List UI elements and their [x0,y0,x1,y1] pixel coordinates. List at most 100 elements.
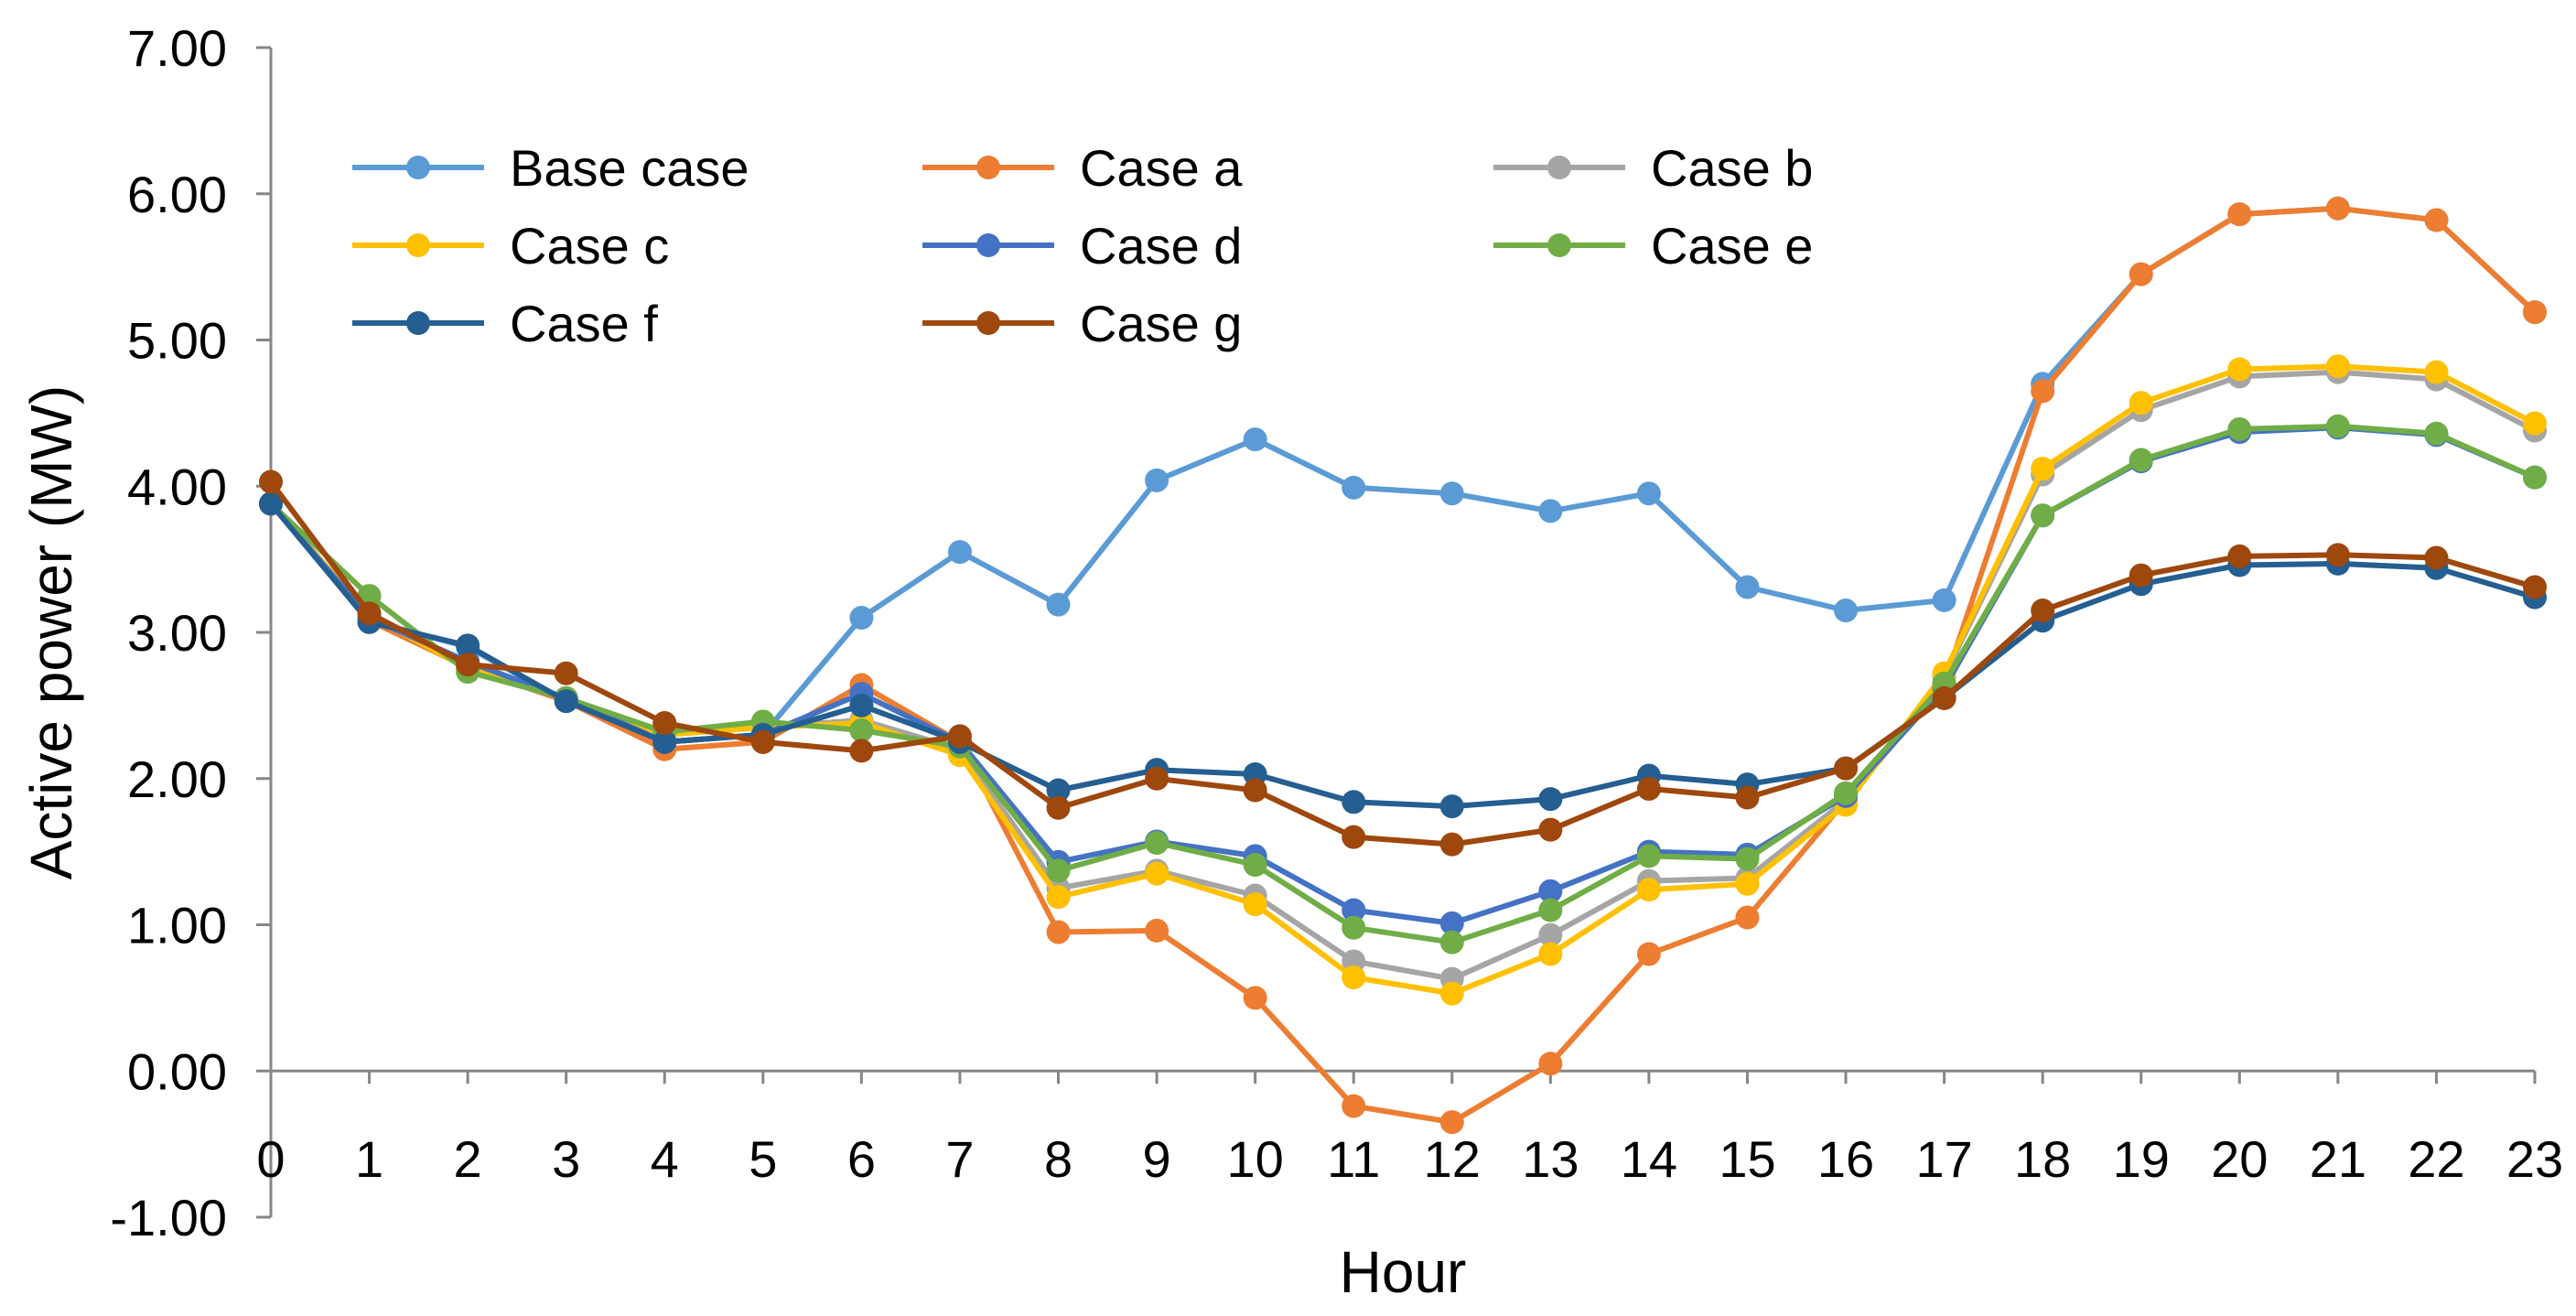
y-tick-label: -1.00 [110,1189,227,1246]
series-line-case-a [268,205,2538,1126]
x-tick-label: 6 [847,1130,876,1188]
legend-label: Case g [1080,295,1242,352]
data-point-case-e [2325,414,2350,438]
x-axis-title: Hour [1340,1239,1467,1305]
x-tick-label: 14 [1621,1130,1677,1188]
legend-label: Base case [510,139,749,197]
data-point-case-f [259,491,283,516]
legend-marker [976,311,1000,335]
data-point-case-e [2129,448,2153,472]
x-tick-label: 21 [2310,1130,2366,1188]
data-point-case-e [2523,465,2547,490]
data-point-case-c [2424,360,2449,384]
series-line-case-g [268,480,2536,847]
legend-marker [1547,156,1571,179]
data-point-case-d [1538,879,1563,903]
x-tick-label: 7 [945,1130,974,1188]
data-point-case-a [1046,920,1071,944]
data-point-case-g [357,601,382,626]
data-point-case-f [1538,787,1563,812]
legend-label: Case c [510,217,669,275]
series-case-g [259,469,2547,857]
y-tick-label: 3.00 [127,604,227,662]
data-point-case-e [1636,844,1661,868]
data-point-case-d [1342,898,1366,922]
data-point-case-g [849,739,874,763]
data-point-base-case [1538,499,1563,523]
data-point-case-c [1538,942,1563,966]
data-point-case-a [2129,262,2153,286]
data-point-case-g [1636,776,1661,801]
x-tick-label: 11 [1327,1130,1380,1188]
x-tick-label: 19 [2113,1130,2170,1188]
x-tick-label: 23 [2506,1130,2563,1188]
data-point-base-case [1439,481,1464,506]
y-tick-label: 2.00 [127,750,227,808]
series-base-case [259,196,2547,754]
legend-item-case-b: Case b [1493,139,1813,197]
data-point-case-g [1439,832,1464,857]
legend-label: Case f [510,295,658,352]
series-line-base-case [268,205,2538,745]
legend-item-case-a: Case a [922,139,1243,197]
data-point-base-case [1834,599,1859,623]
data-point-case-a [2031,379,2055,404]
x-tick-label: 3 [552,1130,580,1188]
x-tick-label: 8 [1044,1130,1072,1188]
x-tick-label: 2 [454,1130,482,1188]
data-point-case-c [1342,965,1366,990]
legend-item-base-case: Base case [352,139,749,197]
data-point-base-case [849,606,874,631]
x-tick-label: 9 [1143,1130,1171,1188]
data-point-case-a [1636,942,1661,966]
legend-item-case-d: Case d [922,217,1242,275]
data-point-base-case [947,540,972,565]
data-point-base-case [1636,481,1661,506]
x-axis-ticks: 0 1 2 3 4 5 6 7 8 9 10 11 12 13 14 15 16 17 18 19 20 21 22 23 [256,1071,2563,1188]
series-group [259,196,2547,1135]
y-axis-title: Active power (MW) [18,385,84,880]
data-point-case-b [1538,922,1563,947]
series-line-case-d [268,425,2537,926]
data-point-case-c [1145,861,1169,886]
legend-label: Case b [1651,139,1813,197]
data-point-case-a [1342,1094,1366,1118]
legend-marker [976,233,1000,257]
data-point-case-g [456,653,480,677]
data-point-case-a [1735,905,1760,930]
y-tick-label: 6.00 [127,166,227,223]
y-tick-label: 0.00 [127,1042,227,1100]
legend-label: Case a [1080,139,1243,197]
data-point-case-e [1243,853,1267,878]
series-case-e [259,414,2547,955]
data-point-case-g [2031,599,2055,623]
series-line-case-f [268,502,2536,810]
x-tick-label: 20 [2211,1130,2268,1188]
data-point-case-g [652,711,677,736]
y-axis-ticks: -1.00 0.00 1.00 2.00 3.00 4.00 5.00 6.00 7.00 [110,19,271,1246]
data-point-case-f [554,689,578,714]
data-point-case-f [1342,790,1366,814]
x-tick-label: 17 [1915,1130,1972,1188]
legend-item-case-c: Case c [352,217,669,275]
y-tick-label: 4.00 [127,458,227,515]
data-point-case-a [2424,208,2449,232]
series-case-c [259,354,2547,1006]
data-point-case-g [1834,756,1859,781]
y-tick-label: 7.00 [127,19,227,77]
data-point-case-g [259,469,283,494]
data-point-base-case [1735,575,1760,599]
x-tick-label: 18 [2014,1130,2071,1188]
x-tick-label: 5 [749,1130,777,1188]
data-point-case-e [1735,847,1760,871]
data-point-case-g [2129,563,2153,588]
series-line-case-c [268,363,2537,997]
data-point-case-e [2424,421,2449,446]
data-point-case-d [1439,911,1464,935]
data-point-case-c [1046,885,1071,910]
data-point-case-a [2227,202,2252,227]
legend-marker [406,311,430,335]
data-point-base-case [1932,588,1956,612]
y-tick-label: 1.00 [127,897,227,955]
